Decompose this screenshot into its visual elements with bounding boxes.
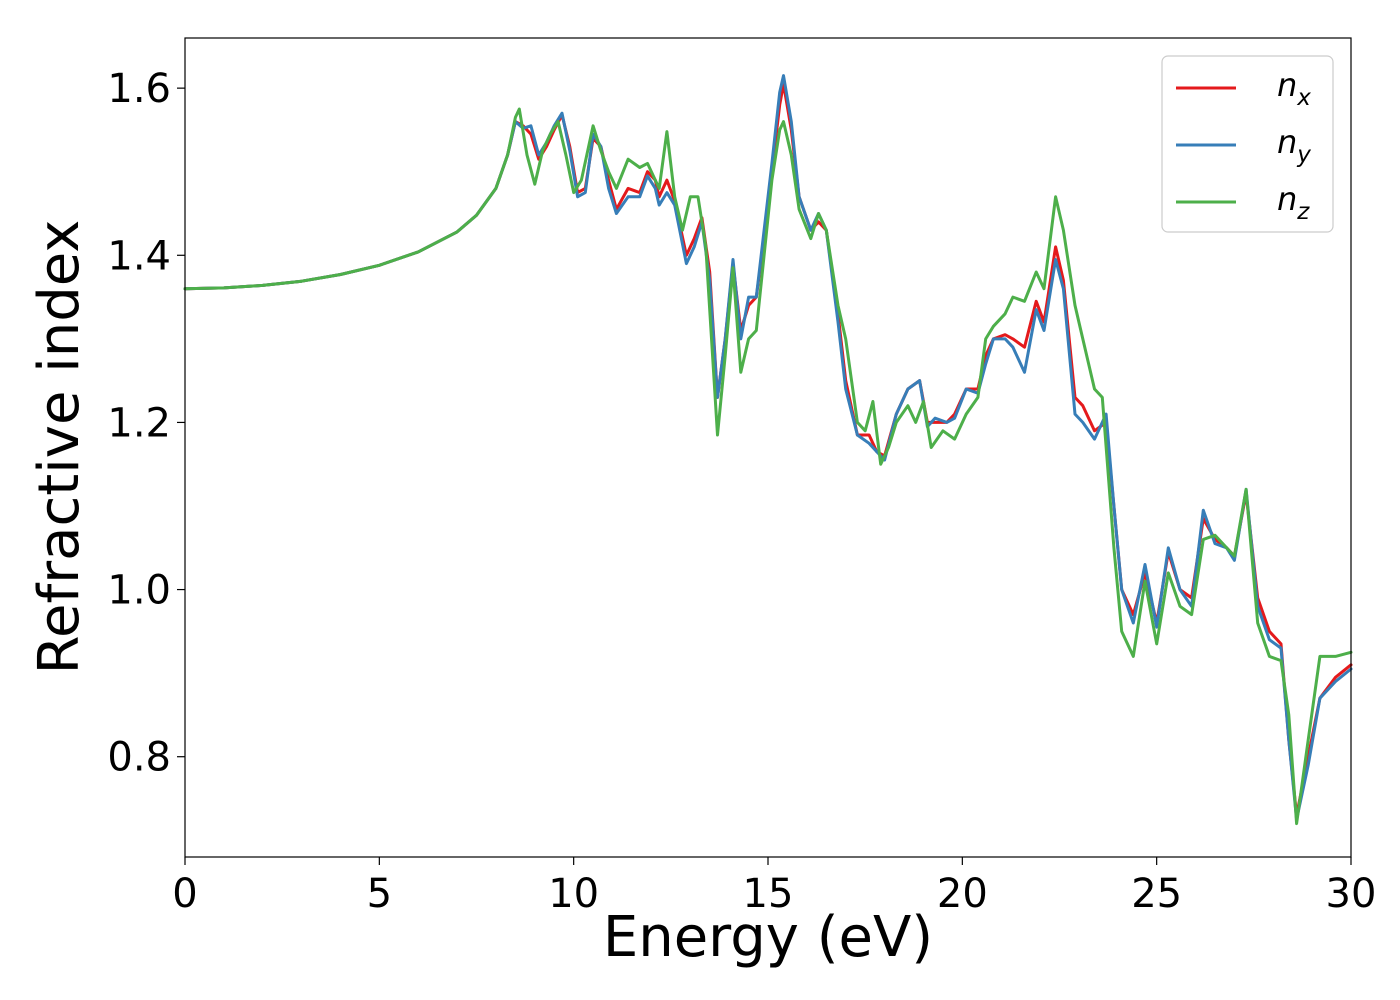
x-tick-label: 25 [1131, 871, 1182, 917]
y-axis: 0.8 1.0 1.2 1.4 1.6 [107, 66, 185, 781]
series-line-n-z [183, 107, 1353, 826]
legend-label: nz [1277, 180, 1310, 225]
x-tick-label: 0 [172, 871, 197, 917]
x-tick-label: 15 [743, 871, 794, 917]
x-axis: 0 5 10 15 20 25 30 [172, 857, 1376, 917]
y-tick-label: 1.6 [107, 66, 171, 112]
y-axis-title: Refractive index [27, 220, 92, 675]
x-axis-title: Energy (eV) [603, 905, 933, 970]
y-tick-label: 1.4 [107, 233, 171, 279]
y-tick-label: 1.2 [107, 400, 171, 446]
y-tick-label: 1.0 [107, 568, 171, 614]
x-tick-label: 10 [548, 871, 599, 917]
legend-box [1161, 55, 1334, 233]
legend-label: nx [1277, 66, 1311, 111]
y-tick-label: 0.8 [107, 735, 171, 781]
x-tick-label: 5 [367, 871, 392, 917]
legend-label: ny [1277, 123, 1311, 168]
series-layer [183, 74, 1353, 826]
legend: nx ny nz [1161, 55, 1334, 233]
x-tick-label: 30 [1326, 871, 1377, 917]
x-tick-label: 20 [937, 871, 988, 917]
